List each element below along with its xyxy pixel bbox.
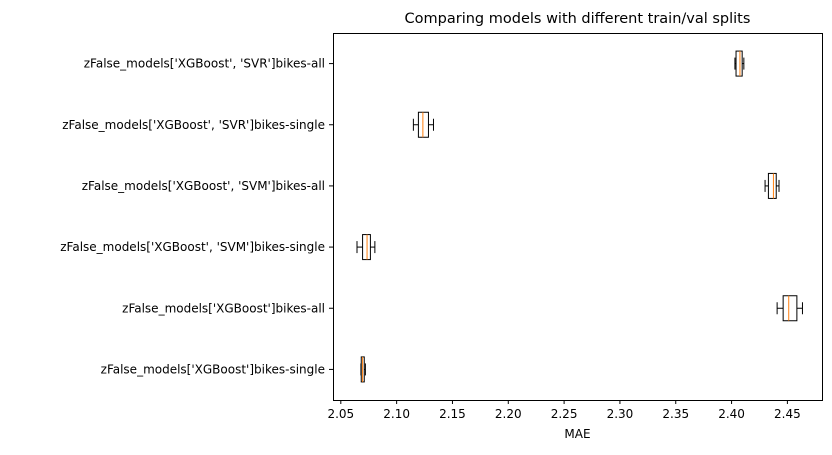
box-1	[776, 295, 803, 322]
x-tick-label: 2.45	[774, 407, 801, 421]
y-tick-label: zFalse_models['XGBoost', 'SVM']bikes-sin…	[60, 240, 325, 254]
y-axis: zFalse_models['XGBoost']bikes-single zFal…	[60, 57, 333, 376]
box-4	[412, 111, 434, 138]
box-iqr	[362, 234, 371, 261]
x-tick-label: 2.35	[662, 407, 689, 421]
box-iqr	[735, 50, 743, 77]
box-5	[734, 50, 745, 77]
y-tick-label: zFalse_models['XGBoost']bikes-all	[122, 301, 325, 315]
plot-area-frame	[333, 33, 823, 401]
y-tick-label: zFalse_models['XGBoost', 'SVR']bikes-sin…	[62, 118, 325, 132]
box-3	[764, 172, 780, 199]
box-iqr	[767, 172, 777, 199]
box-2	[356, 234, 376, 261]
box-iqr	[782, 295, 798, 322]
x-axis-label: MAE	[564, 427, 590, 441]
box-0	[360, 356, 366, 383]
x-tick-label: 2.20	[495, 407, 522, 421]
x-tick-label: 2.25	[551, 407, 578, 421]
y-tick-label: zFalse_models['XGBoost', 'SVR']bikes-all	[84, 57, 325, 71]
chart-title: Comparing models with different train/va…	[405, 11, 751, 27]
x-tick-label: 2.30	[607, 407, 634, 421]
y-tick-label: zFalse_models['XGBoost', 'SVM']bikes-all	[82, 179, 325, 193]
x-tick-label: 2.40	[718, 407, 745, 421]
x-tick-label: 2.05	[327, 407, 354, 421]
box-iqr	[417, 111, 429, 138]
x-tick-label: 2.15	[439, 407, 466, 421]
y-tick-label: zFalse_models['XGBoost']bikes-single	[101, 362, 325, 376]
x-axis: 2.05 2.10 2.15 2.20 2.25 2.30 2.35 2.40 2.45	[327, 400, 801, 421]
x-tick-label: 2.10	[383, 407, 410, 421]
